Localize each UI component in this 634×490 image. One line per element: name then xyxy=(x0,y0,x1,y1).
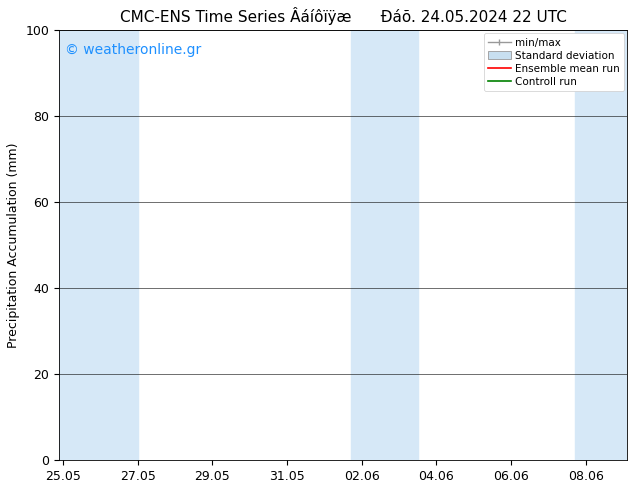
Bar xyxy=(351,30,418,460)
Bar xyxy=(59,30,138,460)
Bar xyxy=(575,30,627,460)
Text: © weatheronline.gr: © weatheronline.gr xyxy=(65,43,201,57)
Y-axis label: Precipitation Accumulation (mm): Precipitation Accumulation (mm) xyxy=(7,143,20,348)
Title: CMC-ENS Time Series Âáíôïÿæ      Ðáõ. 24.05.2024 22 UTC: CMC-ENS Time Series Âáíôïÿæ Ðáõ. 24.05.2… xyxy=(120,7,567,25)
Legend: min/max, Standard deviation, Ensemble mean run, Controll run: min/max, Standard deviation, Ensemble me… xyxy=(484,33,624,91)
